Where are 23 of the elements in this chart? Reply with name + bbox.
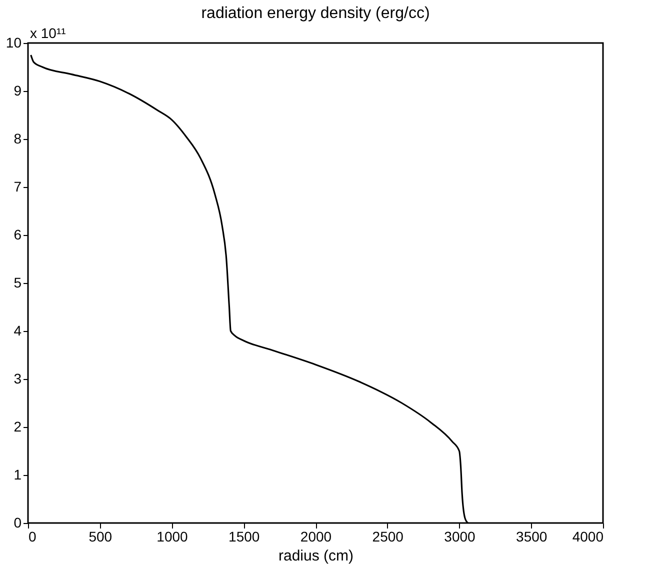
chart-title: radiation energy density (erg/cc) (201, 5, 430, 22)
y-tick-label: 0 (14, 514, 22, 530)
x-tick-label: 3000 (444, 528, 476, 544)
y-tick-label: 6 (14, 226, 22, 242)
y-tick-label: 10 (6, 34, 22, 50)
y-tick-label: 1 (14, 466, 22, 482)
text: x 10¹¹ (30, 25, 66, 41)
y-tick-label: 4 (14, 322, 22, 338)
x-tick-label: 3500 (516, 528, 548, 544)
x-tick-label: 1500 (228, 528, 260, 544)
x-tick-label: 4000 (572, 528, 604, 544)
y-tick-label: 9 (14, 82, 22, 98)
x-tick-label: 2000 (300, 528, 332, 544)
x-tick-label: 0 (28, 528, 36, 544)
y-tick-label: 3 (14, 370, 22, 386)
y-tick-label: 7 (14, 178, 22, 194)
x-tick-label: 500 (88, 528, 112, 544)
x-tick-label: 1000 (156, 528, 188, 544)
x-axis-title: radius (cm) (278, 548, 354, 564)
y-tick-label: 8 (14, 130, 22, 146)
x-tick-label: 2500 (372, 528, 404, 544)
y-tick-label: 2 (14, 418, 22, 434)
y-tick-label: 5 (14, 274, 22, 290)
